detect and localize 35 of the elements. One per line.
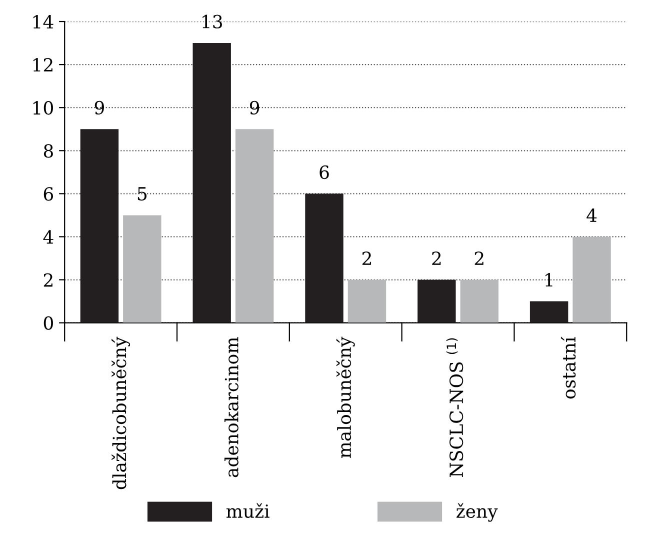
data-label: 5 xyxy=(138,187,147,201)
data-label: 9 xyxy=(94,100,104,115)
y-tick-label: 8 xyxy=(44,144,53,158)
bar xyxy=(418,280,456,323)
y-tick-label: 6 xyxy=(44,187,54,201)
data-label: 2 xyxy=(432,251,441,265)
data-label: 2 xyxy=(362,251,371,265)
data-label: 1 xyxy=(546,273,552,286)
x-tick-label: adenokarcinom xyxy=(224,337,238,478)
bar xyxy=(80,129,119,323)
bar xyxy=(348,280,386,323)
x-tick-label: malobuněčný xyxy=(336,336,355,458)
data-label: 2 xyxy=(474,251,484,265)
bar xyxy=(572,236,611,323)
y-tick-label: 2 xyxy=(44,273,52,287)
bar xyxy=(460,280,498,323)
y-tick-label: 14 xyxy=(33,14,54,28)
data-label: 6 xyxy=(320,165,329,180)
x-tick-label: NSCLC-NOS $^{(1)}$ xyxy=(446,338,464,477)
x-tick-label: dlaždicobuněčný xyxy=(112,336,130,490)
y-tick-label: 0 xyxy=(44,316,53,330)
bar xyxy=(192,43,231,323)
y-tick-label: 10 xyxy=(33,101,53,115)
data-label: 9 xyxy=(250,100,260,115)
x-tick-label: ostatní xyxy=(560,336,576,399)
y-tick-label: 4 xyxy=(43,230,54,244)
data-label: 13 xyxy=(202,14,222,28)
bar xyxy=(305,194,344,323)
bar xyxy=(235,129,274,323)
legend-label: muži xyxy=(226,503,270,518)
legend-label: ženy xyxy=(456,503,498,522)
bar xyxy=(530,301,568,323)
y-tick-label: 12 xyxy=(33,58,52,72)
bar xyxy=(123,215,162,323)
data-label: 4 xyxy=(586,208,597,222)
